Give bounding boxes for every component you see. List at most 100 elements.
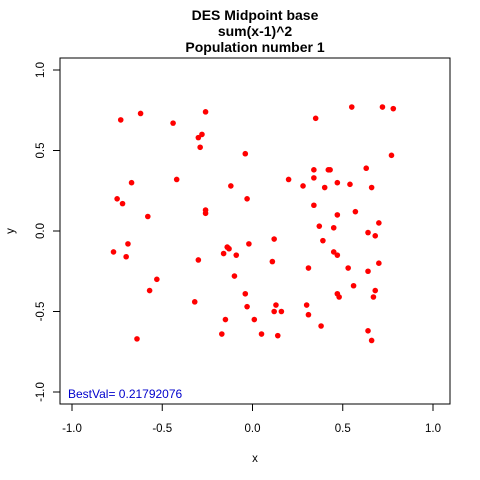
data-point [246, 241, 252, 247]
data-point [244, 196, 250, 202]
chart-title-line-1: DES Midpoint base [192, 7, 319, 23]
data-point [114, 196, 120, 202]
data-point [202, 210, 209, 217]
data-point [119, 200, 126, 207]
data-point [242, 150, 249, 157]
data-point [372, 233, 379, 239]
data-point [312, 115, 319, 122]
data-point [258, 331, 265, 337]
data-point [352, 208, 359, 215]
data-point [334, 179, 341, 186]
data-point [379, 104, 386, 110]
data-point [303, 302, 310, 308]
data-point [285, 176, 292, 183]
data-point [273, 302, 279, 308]
y-tick-label: -1.0 [35, 382, 47, 402]
data-point [390, 105, 397, 112]
data-point [334, 212, 341, 218]
data-point [202, 109, 209, 115]
chart-title-line-3: Population number 1 [185, 39, 324, 55]
data-point [368, 184, 375, 191]
data-point [330, 224, 337, 231]
data-point [336, 294, 342, 300]
x-tick-label: 0.0 [245, 423, 261, 435]
data-point [154, 276, 160, 283]
x-axis-label: x [252, 453, 258, 465]
x-tick-label: -0.5 [152, 423, 172, 435]
data-point [269, 258, 276, 265]
data-point [197, 144, 203, 151]
x-axis: -1.0 -0.5 0.0 0.5 1.0 [62, 403, 441, 435]
data-point [388, 152, 395, 159]
data-point [334, 252, 341, 258]
y-tick-label: 0.0 [35, 223, 47, 239]
data-point [233, 252, 240, 258]
data-point [330, 249, 337, 255]
data-point [311, 175, 317, 181]
data-point [318, 323, 324, 329]
x-tick-label: 0.5 [335, 423, 351, 435]
data-point [376, 260, 382, 267]
data-point [365, 268, 371, 275]
data-point [305, 311, 312, 318]
data-point [316, 223, 323, 229]
y-axis: -1.0 -0.5 0.0 0.5 1.0 [35, 62, 61, 402]
data-point [305, 265, 312, 271]
data-point [365, 229, 371, 236]
data-point [137, 110, 144, 117]
data-point [173, 176, 180, 183]
data-point [242, 290, 249, 297]
data-point [327, 167, 333, 173]
data-point [320, 237, 326, 244]
data-point [251, 316, 258, 323]
y-tick-label: 0.5 [35, 143, 47, 159]
data-point [300, 183, 306, 189]
data-point [231, 273, 238, 279]
data-point [311, 202, 317, 209]
data-point [228, 183, 234, 189]
data-point [271, 236, 277, 242]
data-point [350, 282, 357, 289]
data-point [368, 337, 375, 344]
data-point [226, 245, 232, 252]
y-tick-label: 1.0 [35, 62, 47, 78]
data-point [145, 213, 151, 220]
data-point [271, 308, 277, 315]
best-value-annotation: BestVal= 0.21792076 [68, 387, 183, 401]
y-axis-label: y [5, 228, 17, 234]
data-points [110, 104, 397, 344]
data-point [195, 257, 202, 263]
data-point [125, 241, 131, 247]
data-point [321, 184, 328, 191]
x-tick-label: -1.0 [62, 423, 82, 435]
data-point [123, 253, 129, 260]
data-point [365, 328, 371, 334]
data-point [170, 120, 176, 126]
data-point [274, 332, 281, 339]
data-point [311, 167, 317, 173]
data-point [370, 294, 377, 300]
data-point [345, 265, 351, 271]
data-point [219, 331, 225, 337]
data-point [195, 134, 202, 141]
y-tick-label: -0.5 [35, 302, 47, 322]
data-point [199, 131, 205, 138]
data-point [146, 287, 153, 294]
data-point [134, 336, 140, 342]
data-point [220, 250, 227, 257]
data-point [110, 249, 117, 255]
chart-title-line-2: sum(x-1)^2 [218, 23, 293, 39]
data-point [372, 287, 379, 294]
data-point [363, 165, 370, 172]
data-point [244, 303, 250, 310]
data-point [117, 117, 124, 123]
x-tick-label: 1.0 [425, 423, 441, 435]
data-point [278, 308, 285, 315]
data-point [191, 299, 198, 305]
data-point [128, 179, 135, 186]
data-point [222, 316, 229, 323]
data-point [347, 181, 353, 188]
data-point [348, 104, 355, 110]
data-point [376, 220, 382, 226]
